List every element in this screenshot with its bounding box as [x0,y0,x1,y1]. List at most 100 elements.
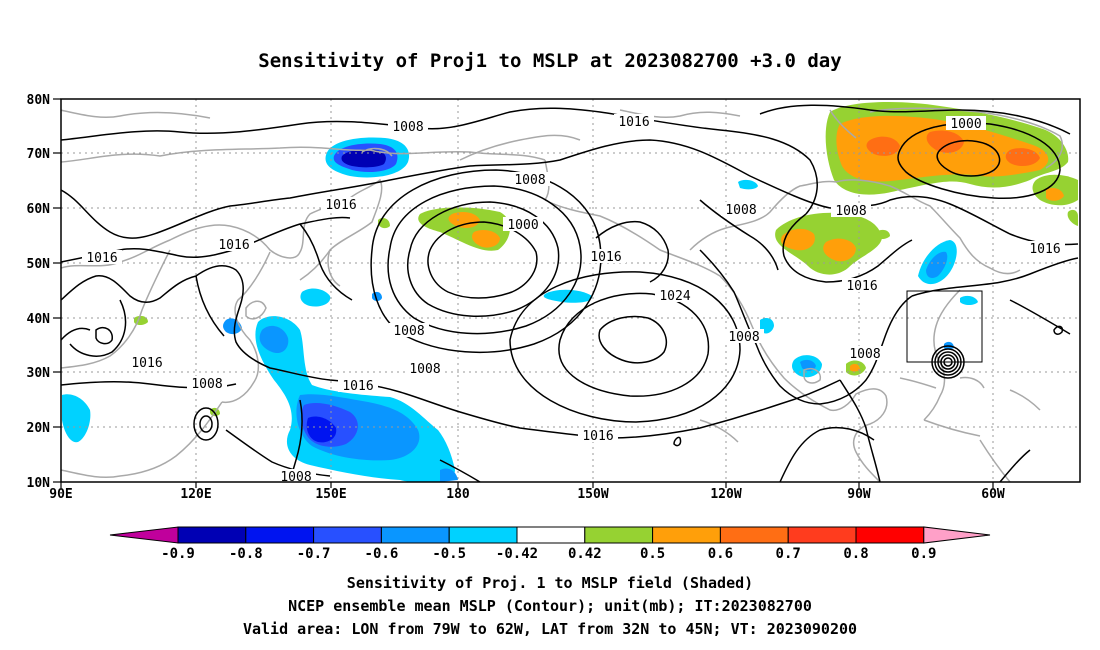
contour-label-bg [321,197,361,211]
contour-label-bg [187,376,227,390]
colorbar-tick-labels: -0.9 -0.8 -0.7 -0.6 -0.5 -0.42 0.42 0.5 0.6 0.7 0.… [161,546,936,562]
lon-label: 90W [847,487,871,502]
negative-area [300,288,331,307]
negative-area [306,416,337,443]
footer-line-3: Valid area: LON from 79W to 62W, LAT fro… [242,620,858,638]
negative-area [440,468,458,482]
contour-label-bg [214,237,254,251]
positive-area [1067,209,1078,226]
lon-label: 120E [180,487,211,502]
contour-label-bg [578,428,618,442]
colorbar-tick-label: 0.6 [708,546,733,562]
contour-label: 1016 [218,238,249,253]
lat-label: 20N [27,421,51,436]
contour-label: 1000 [950,117,981,132]
contour-label: 1008 [835,204,866,219]
contour-label: 1000 [507,218,538,233]
contour-label-bg [831,203,871,217]
contour-label: 1016 [325,198,356,213]
colorbar-bin [652,526,721,544]
lat-label: 50N [27,257,51,272]
lat-label: 60N [27,202,51,217]
colorbar-tick-label: -0.8 [229,546,263,562]
footer-line-2: NCEP ensemble mean MSLP (Contour); unit(… [288,597,812,615]
colorbar-tick-label: -0.42 [496,546,538,562]
colorbar-bin [516,526,586,544]
contour-label: 1016 [590,250,621,265]
lon-label: 90E [49,487,72,502]
lat-label: 10N [27,476,51,491]
contour-label: 1008 [514,173,545,188]
colorbar-bin [380,526,450,544]
contour-label-bg [1025,241,1065,255]
colorbar-tick-label: -0.9 [161,546,195,562]
positive-area [850,363,860,372]
colorbar-bin [855,526,925,544]
lat-label: 40N [27,312,51,327]
colorbar-tick-label: 0.9 [911,546,936,562]
contour-label: 1008 [409,362,440,377]
colorbar-left-arrow [109,526,179,544]
contour-label-bg [405,361,445,375]
colorbar-bin [584,526,654,544]
contour-label: 1008 [392,120,423,135]
lon-label: 150E [315,487,346,502]
colorbar-bin [177,526,247,544]
contour-label: 1008 [849,347,880,362]
contour-label: 1008 [191,377,222,392]
contour-label-bg [338,378,378,392]
contour-label: 1016 [131,356,162,371]
axis-ticks [53,98,994,488]
positive-area [876,229,890,239]
colorbar-bin [787,526,857,544]
colorbar-tick-label: -0.5 [432,546,466,562]
lat-label: 30N [27,366,51,381]
map-panel: 1008 1016 1008 1016 1000 1008 1016 1008 1016 1016… [27,93,1081,562]
negative-area [738,179,758,190]
contour-label: 1016 [342,379,373,394]
positive-area [780,228,815,251]
contour-label-bg [614,114,654,128]
colorbar-tick-label: 0.42 [568,546,602,562]
positive-area [1005,148,1040,166]
map-frame [60,98,1081,483]
contour-label: 1008 [725,203,756,218]
colorbar-bin [245,526,315,544]
contour-label-bg [388,119,428,133]
lat-label: 80N [27,93,51,108]
positive-area [1046,188,1064,201]
contour-label-bg [655,288,695,302]
colorbar-tick-label: -0.7 [297,546,331,562]
contour-label-bg [946,116,986,130]
contour-label: 1008 [393,324,424,339]
positive-area [823,238,856,262]
contour-label-bg [845,346,885,360]
positive-area [448,212,480,228]
negative-area [259,325,289,354]
contour-label-bg [842,278,882,292]
colorbar [109,526,991,544]
colorbar-bin [313,526,382,544]
contour-label: 1008 [728,330,759,345]
longitude-labels: 90E 120E 150E 180 150W 120W 90W 60W [49,487,1005,502]
figure-title: Sensitivity of Proj1 to MSLP at 20230827… [258,50,842,72]
latitude-labels: 80N 70N 60N 50N 40N 30N 20N 10N [27,93,51,491]
footer-line-1: Sensitivity of Proj. 1 to MSLP field (Sh… [346,574,754,592]
lon-label: 60W [981,487,1005,502]
contour-label-bg [721,202,761,216]
colorbar-tick-label: 0.8 [843,546,868,562]
colorbar-bin [719,526,789,544]
lon-label: 150W [577,487,608,502]
contour-label-bg [389,323,429,337]
contour-label-bg [510,172,550,186]
negative-area [926,251,948,278]
positive-area [866,136,900,156]
colorbar-tick-label: 0.7 [776,546,801,562]
colorbar-bin [448,526,518,544]
contour-label-bg [82,250,122,264]
lon-label: 180 [446,487,470,502]
positive-area [472,230,500,248]
colorbar-tick-label: -0.6 [365,546,399,562]
lon-label: 120W [710,487,741,502]
